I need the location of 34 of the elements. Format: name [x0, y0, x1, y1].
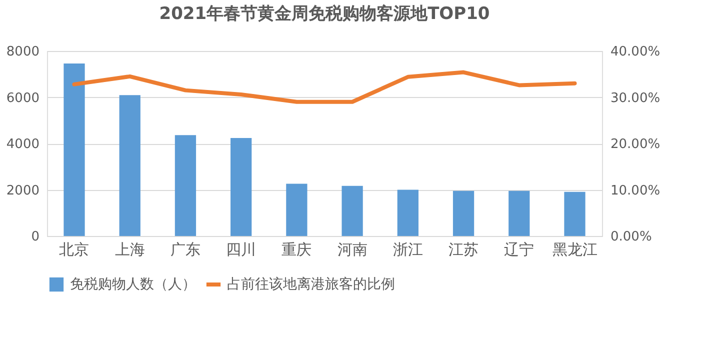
bar	[508, 190, 530, 236]
y2-tick-label: 20.00%	[610, 137, 660, 152]
bar	[230, 138, 252, 236]
x-tick-label: 辽宁	[504, 240, 534, 258]
bar	[564, 192, 586, 236]
bar	[286, 184, 308, 236]
chart-title: 2021年春节黄金周免税购物客源地TOP10	[159, 4, 490, 24]
legend-label: 占前往该地离港旅客的比例	[227, 276, 395, 292]
bar	[174, 135, 196, 236]
y-tick-label: 4000	[6, 137, 40, 152]
line-series	[72, 70, 577, 104]
bar	[397, 190, 418, 236]
x-tick-label: 重庆	[282, 240, 312, 258]
y2-tick-label: 40.00%	[610, 44, 660, 60]
bar	[119, 95, 140, 236]
x-tick-label: 上海	[114, 240, 145, 258]
bar	[452, 190, 474, 236]
x-tick-label: 四川	[226, 240, 256, 258]
legend-label: 免税购物人数（人）	[70, 276, 196, 292]
y2-tick-label: 0.00%	[610, 230, 652, 244]
y-tick-label: 8000	[6, 44, 40, 60]
x-tick-label: 河南	[337, 240, 368, 258]
bar	[64, 63, 85, 236]
x-tick-label: 广东	[170, 240, 200, 258]
y-tick-label: 2000	[6, 183, 40, 198]
y-tick-label: 0	[31, 230, 40, 244]
x-tick-label: 北京	[59, 240, 90, 258]
y2-tick-label: 10.00%	[610, 183, 660, 198]
x-tick-label: 江苏	[448, 240, 479, 258]
bar	[342, 186, 363, 236]
y-tick-label: 6000	[6, 90, 40, 106]
x-tick-label: 黑龙江	[552, 240, 598, 258]
y2-tick-label: 30.00%	[610, 90, 660, 106]
x-tick-label: 浙江	[392, 240, 423, 258]
